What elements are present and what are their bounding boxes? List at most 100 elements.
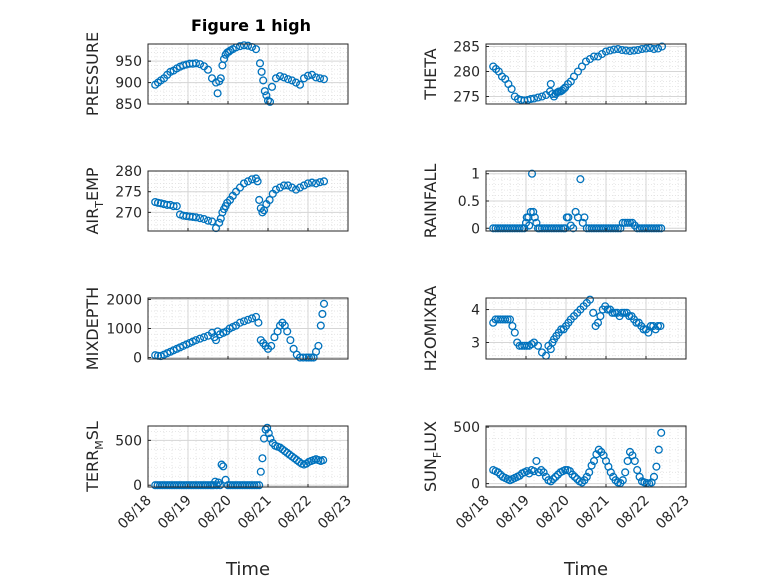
panel-row3-right-data-point — [503, 315, 512, 324]
panel-top-right-y-tick-label: 275 — [453, 90, 480, 106]
panel-bottom-left-data-point — [256, 467, 265, 476]
panel-row2-right-data-point — [611, 224, 620, 233]
panel-top-right-data-point — [653, 44, 663, 53]
panel-row2-left-data-point — [253, 177, 262, 186]
panel-row2-right-data-point — [657, 224, 666, 233]
panel-top-right-data-point — [546, 79, 555, 89]
panel-row2-right-data-point — [530, 213, 539, 222]
panel-row2-right-data-point — [525, 221, 534, 230]
panel-top-left-data-point — [279, 73, 289, 82]
panel-top-left-data-point — [315, 74, 325, 83]
panel-top-right-data-point — [507, 84, 516, 94]
panel-bottom-right-y-tick-label: 0 — [471, 477, 480, 493]
panel-row2-left-data-point — [255, 195, 264, 205]
panel-bottom-right-data-point — [537, 466, 546, 475]
panel-top-left-data-point — [299, 74, 309, 83]
panel-bottom-right-data-point — [493, 468, 503, 477]
panel-top-left-data-point — [295, 80, 305, 89]
panel-row2-left-data-point — [231, 187, 241, 196]
panel-row3-right-data-point — [608, 308, 617, 317]
panel-row2-left-data-point — [283, 181, 293, 190]
panel-bottom-right-data-point — [549, 475, 558, 484]
panel-top-right-data-point — [559, 84, 568, 94]
panel-top-right-y-tick-label: 280 — [453, 65, 480, 81]
panel-top-left-data-point — [303, 71, 313, 80]
panel-top-right-data-point — [625, 46, 635, 56]
panel-row2-left-data-point — [279, 181, 289, 190]
panel-bottom-left-y-axis-label: TERRMSL — [83, 421, 106, 493]
panel-top-left-data-point — [275, 72, 285, 81]
panel-bottom-left-data-point — [263, 423, 272, 432]
panel-row2-right-data-point — [526, 207, 535, 216]
panel-top-right-data-point — [573, 67, 583, 76]
panel-row3-left-y-tick-label: 0 — [133, 351, 142, 367]
panel-row3-left-data-point — [283, 327, 292, 336]
panel-row2-left-data-point — [315, 178, 325, 187]
panel-row3-left-data-point — [299, 353, 308, 362]
panel-top-right-data-point — [537, 92, 547, 101]
panel-top-left-axes-box — [147, 43, 349, 105]
panel-top-right-y-tick-label: 285 — [453, 40, 480, 56]
panel-row3-right-axes-box — [485, 297, 687, 360]
panel-bottom-left-data-point — [203, 481, 213, 490]
panel-row3-left-data-point — [199, 333, 209, 342]
panel-row3-left-data-point — [319, 299, 329, 308]
panel-row3-right-data-point — [501, 315, 510, 324]
panel-row2-right-y-tick-label: 1 — [471, 167, 480, 183]
panel-row3-left-data-point — [316, 321, 325, 330]
panel-top-right-y-axis-label: THETA — [421, 48, 440, 100]
panel-row3-left-data-point — [254, 318, 263, 327]
panel-row3-right-data-point — [589, 308, 598, 317]
panel-bottom-left-x-tick-label: 08/20 — [195, 493, 235, 533]
panel-bottom-left-x-tick-label: 08/21 — [235, 493, 275, 533]
panel-bottom-right-data-point — [606, 468, 615, 477]
panel-top-left-y-tick-label: 900 — [115, 76, 142, 92]
panel-top-right-data-point — [589, 52, 599, 61]
panel-bottom-right-x-tick-label: 08/19 — [493, 493, 533, 533]
panel-row2-right-data-point — [623, 218, 632, 227]
panel-row2-right-data-point — [515, 224, 524, 233]
panel-top-left-data-point — [291, 78, 301, 87]
panel-row3-right-data-point — [653, 321, 663, 331]
panel-row2-left-axes-box — [147, 170, 349, 232]
panel-top-right-axes-background — [486, 44, 686, 104]
panel-top-right-data-point — [649, 44, 659, 54]
panel-top-left-data-point — [259, 76, 268, 85]
panel-bottom-right-x-tick-label: 08/20 — [533, 493, 573, 533]
panel-row2-left-data-point — [311, 179, 321, 188]
panel-row2-left-data-point — [265, 195, 274, 205]
panel-bottom-right-data-point — [652, 462, 661, 471]
panel-bottom-left-axes-box — [147, 425, 349, 488]
panel-top-left-data-point — [239, 41, 249, 50]
panel-bottom-right-data-point — [532, 456, 541, 466]
panel-row2-left-data-point — [291, 185, 301, 194]
panel-bottom-left-x-tick-label: 08/22 — [275, 493, 315, 533]
panel-top-right-data-point — [633, 45, 643, 55]
panel-bottom-left-x-tick-label: 08/18 — [115, 493, 155, 533]
panel-bottom-right-x-tick-label: 08/21 — [573, 493, 613, 533]
panel-row2-left-data-point — [195, 214, 205, 223]
panel-bottom-right-data-point — [618, 476, 627, 485]
panel-bottom-left-data-point — [250, 481, 259, 490]
panel-row2-right-data-point — [580, 213, 589, 222]
panel-top-left-data-point — [195, 60, 205, 69]
panel-top-left-data-point — [203, 65, 213, 74]
panel-bottom-left-data-point — [215, 481, 225, 490]
panel-bottom-right-x-tick-label: 08/23 — [653, 493, 693, 533]
panel-top-right-data-point — [629, 46, 639, 55]
panel-top-left-y-tick-label: 950 — [115, 54, 142, 70]
panel-row2-right-y-tick-label: 0.5 — [458, 194, 480, 210]
panel-top-right-data-point — [621, 46, 631, 55]
panel-top-right-data-point — [641, 44, 651, 53]
panel-row2-left-y-axis-label: AIRTEMP — [83, 167, 106, 234]
panel-bottom-left-x-axis-label: Time — [225, 559, 270, 580]
panel-row3-left-data-point — [191, 336, 201, 345]
figure-title: Figure 1 high — [191, 16, 311, 35]
panel-bottom-left-x-tick-label: 08/23 — [315, 493, 355, 533]
panel-bottom-right-data-point — [534, 468, 543, 477]
panel-top-right-data-point — [577, 62, 587, 71]
panel-bottom-right-y-axis-label: SUNFLUX — [421, 421, 444, 492]
panel-top-left-data-point — [262, 91, 271, 100]
